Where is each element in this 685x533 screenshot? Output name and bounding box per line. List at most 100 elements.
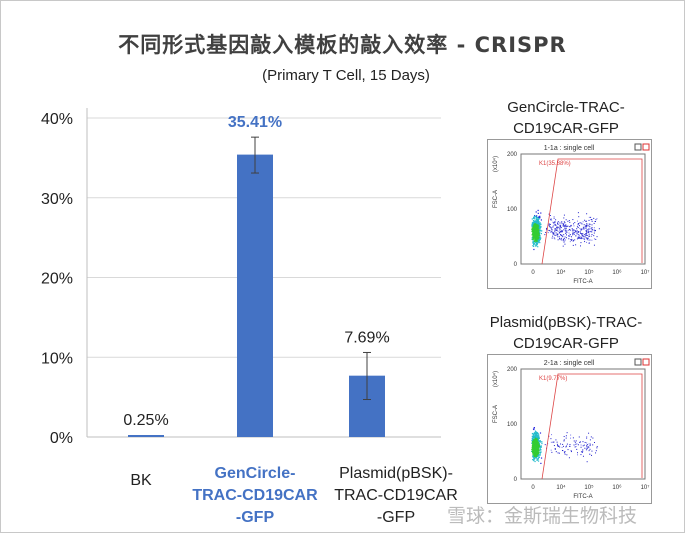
scatter-point xyxy=(533,224,535,226)
scatter-point xyxy=(533,242,535,244)
scatter-point xyxy=(535,244,537,246)
scatter-point xyxy=(589,443,591,445)
scatter-point xyxy=(586,442,588,444)
scatter-point xyxy=(544,234,546,236)
scatter-point xyxy=(552,221,554,223)
scatter-point xyxy=(535,449,537,451)
scatter-point xyxy=(554,228,556,230)
scatter-point xyxy=(585,449,587,451)
scatter-point xyxy=(538,239,540,241)
scatter-point xyxy=(537,435,539,437)
scatter-point xyxy=(589,439,591,441)
scatter-point xyxy=(533,240,536,242)
scatter-point xyxy=(532,237,534,240)
scatter-point xyxy=(549,214,551,216)
scatter-point xyxy=(531,225,533,227)
scatter-point xyxy=(578,216,580,218)
scatter-point xyxy=(545,231,547,233)
scatter-point xyxy=(536,238,538,241)
scatter-point xyxy=(538,218,540,220)
scatter-point xyxy=(537,445,539,447)
scatter-point xyxy=(577,224,579,226)
scatter-point xyxy=(533,451,535,453)
scatter-point xyxy=(537,436,539,438)
scatter-point xyxy=(531,440,533,442)
scatter-point xyxy=(536,434,538,436)
gate-polygon xyxy=(541,373,643,480)
chart-title: 不同形式基因敲入模板的敲入效率 - CRISPR xyxy=(118,33,567,57)
x-tick-label: 10⁷ xyxy=(641,484,650,491)
scatter-point xyxy=(535,221,537,223)
scatter-point xyxy=(535,456,537,458)
scatter-point xyxy=(532,245,535,247)
scatter-point xyxy=(570,437,572,439)
scatter-point xyxy=(533,455,535,458)
scatter-point xyxy=(560,228,562,230)
scatter-point xyxy=(538,438,540,440)
scatter-point xyxy=(534,450,536,452)
scatter-point xyxy=(579,236,581,238)
scatter-point xyxy=(535,450,537,452)
scatter-point xyxy=(534,452,536,454)
scatter-point xyxy=(535,446,537,448)
scatter-point xyxy=(551,229,553,231)
scatter-point xyxy=(535,241,537,244)
scatter-point xyxy=(534,245,537,247)
scatter-point xyxy=(540,446,542,448)
scatter-point xyxy=(586,446,588,448)
scatter-point xyxy=(573,233,575,235)
scatter-point xyxy=(539,237,541,239)
scatter-point xyxy=(546,227,548,229)
scatter-point xyxy=(593,244,595,246)
scatter-point xyxy=(551,228,553,230)
scatter-point xyxy=(581,451,583,453)
scatter-point xyxy=(580,222,582,224)
scatter-point xyxy=(537,224,539,226)
scatter-point xyxy=(536,444,538,447)
scatter-point xyxy=(538,216,541,218)
scatter-point xyxy=(537,223,539,225)
scatter-point xyxy=(538,454,540,456)
scatter-point xyxy=(555,439,557,441)
scatter-point xyxy=(566,443,568,445)
scatter-point xyxy=(537,452,539,454)
scatter-point xyxy=(551,230,553,232)
scatter-point xyxy=(572,232,574,234)
scatter-point xyxy=(569,229,571,231)
scatter-point xyxy=(562,231,564,233)
scatter-point xyxy=(584,219,586,221)
scatter-point xyxy=(593,441,595,443)
scatter-point xyxy=(593,217,595,219)
scatter-point xyxy=(533,436,535,438)
scatter-point xyxy=(539,236,541,238)
scatter-point xyxy=(581,229,583,231)
scatter-point xyxy=(534,453,536,456)
scatter-point xyxy=(566,225,568,227)
scatter-point xyxy=(535,221,537,224)
scatter-point xyxy=(533,460,535,462)
scatter-point xyxy=(557,239,559,241)
scatter-point xyxy=(571,228,573,230)
scatter-point xyxy=(586,225,588,227)
scatter-point xyxy=(582,221,584,223)
scatter-point xyxy=(532,226,534,229)
scatter-point xyxy=(588,230,590,232)
scatter-point xyxy=(537,437,539,439)
scatter-point xyxy=(538,451,540,453)
scatter-point xyxy=(590,436,592,438)
scatter-point xyxy=(532,219,535,222)
x-tick-label: 0 xyxy=(531,270,535,276)
scatter-point xyxy=(554,221,556,223)
scatter-point xyxy=(591,450,593,452)
scatter-point xyxy=(560,237,562,239)
scatter-point xyxy=(581,228,583,230)
scatter-point xyxy=(536,229,538,231)
scatter-point xyxy=(574,222,576,224)
scatter-point xyxy=(540,212,542,214)
scatter-point xyxy=(536,432,538,434)
scatter-point xyxy=(534,454,537,456)
scatter-point xyxy=(555,232,557,234)
scatter-point xyxy=(560,443,562,445)
scatter-point xyxy=(582,237,584,239)
scatter-point xyxy=(551,434,553,436)
